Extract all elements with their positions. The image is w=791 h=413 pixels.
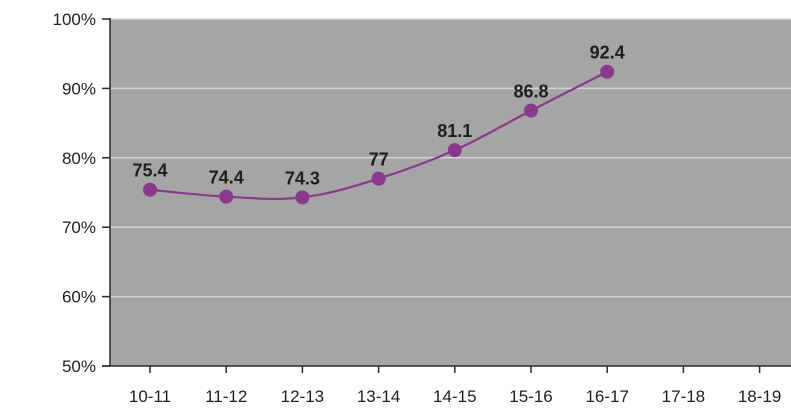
data-labels: 75.4 74.4 74.3 77 81.1 86.8 92.4 <box>132 43 624 189</box>
data-label: 77 <box>369 150 389 170</box>
x-tick-label: 17-18 <box>662 387 705 406</box>
data-label: 75.4 <box>132 161 167 181</box>
x-tick-label: 13-14 <box>357 387 400 406</box>
y-tick-label: 100% <box>53 10 96 29</box>
x-axis-tick-labels: 10-11 11-12 12-13 13-14 14-15 15-16 16-17 17-18… <box>129 387 781 406</box>
data-point <box>219 189 234 204</box>
x-tick-label: 11-12 <box>205 387 247 406</box>
y-tick-label: 60% <box>62 288 96 307</box>
series <box>143 64 615 205</box>
x-tick-label: 15-16 <box>509 387 552 406</box>
x-tick-label: 18-19 <box>738 387 781 406</box>
data-point <box>447 143 462 158</box>
data-point <box>371 171 386 186</box>
data-label: 92.4 <box>590 43 625 63</box>
x-tick-label: 16-17 <box>585 387 628 406</box>
x-tick-label: 10-11 <box>129 387 171 406</box>
x-tick-label: 14-15 <box>433 387 476 406</box>
gridlines <box>110 18 791 298</box>
y-tick-label: 90% <box>62 79 96 98</box>
x-tick-label: 12-13 <box>281 387 324 406</box>
data-point <box>295 190 310 205</box>
data-label: 74.4 <box>209 168 244 188</box>
y-tick-label: 70% <box>62 218 96 237</box>
plot-area <box>110 19 791 366</box>
data-point <box>600 64 615 79</box>
data-label: 81.1 <box>437 121 472 141</box>
data-label: 74.3 <box>285 168 320 188</box>
data-label: 86.8 <box>513 82 548 102</box>
y-tick-label: 80% <box>62 149 96 168</box>
y-axis-tick-labels: 50% 60% 70% 80% 90% 100% <box>53 10 96 376</box>
data-point <box>524 103 538 118</box>
axes <box>102 18 791 373</box>
data-point <box>143 182 157 197</box>
y-tick-label: 50% <box>62 357 96 376</box>
